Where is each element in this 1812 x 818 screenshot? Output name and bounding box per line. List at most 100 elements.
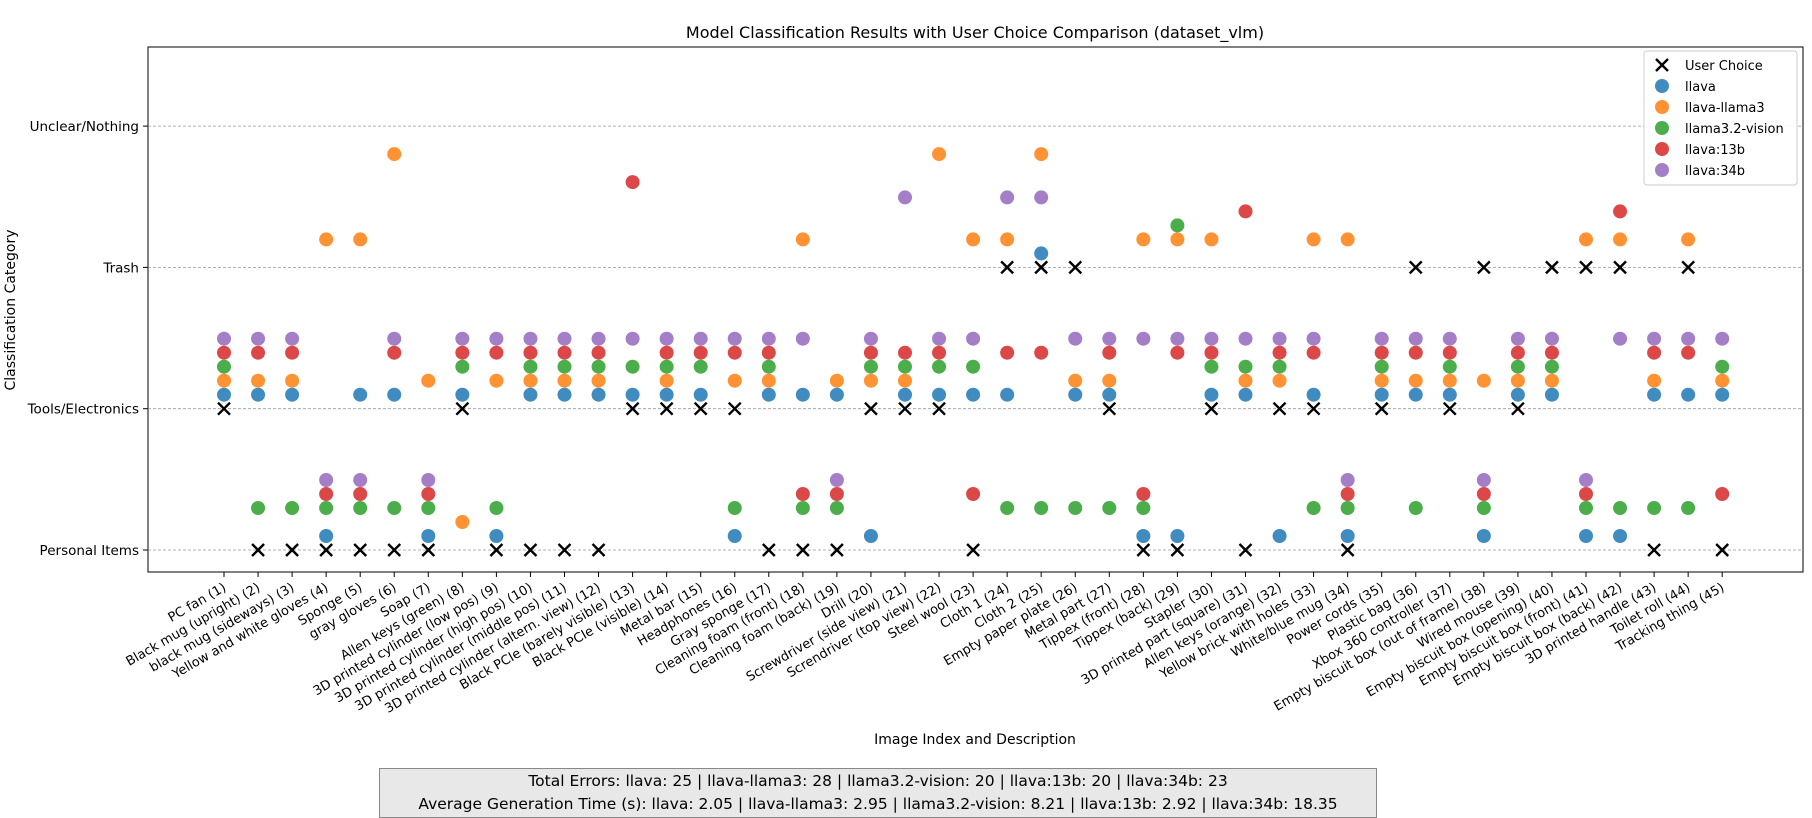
marker-llama3-2-vision: [1476, 501, 1491, 515]
marker-llava-13b: [1340, 487, 1355, 501]
marker-llava-llama3: [932, 147, 947, 162]
marker-llava-34b: [421, 473, 436, 487]
marker-llama3-2-vision: [1408, 501, 1423, 515]
marker-llava-llama3: [1340, 232, 1355, 247]
marker-user-choice: [1238, 543, 1253, 557]
marker-llava: [693, 387, 708, 402]
marker-user-choice: [727, 401, 742, 416]
legend-label-llava-llama3: llava-llama3: [1685, 101, 1765, 116]
marker-llava-llama3: [727, 373, 742, 388]
marker-llava-13b: [761, 345, 776, 360]
marker-llava-llama3: [966, 232, 981, 247]
marker-llava: [1613, 529, 1628, 543]
marker-llava-34b: [863, 331, 878, 346]
marker-llava: [1204, 387, 1219, 402]
legend: User Choice llava llava-llama3 llama3.2-vis…: [1643, 50, 1798, 186]
marker-llava-llama3: [421, 373, 436, 388]
marker-llama3-2-vision: [1068, 501, 1083, 515]
marker-llava-13b: [693, 345, 708, 360]
marker-llava-13b: [1476, 487, 1491, 501]
marker-llava-34b: [591, 331, 606, 346]
data-markers: [217, 147, 1730, 557]
marker-llama3-2-vision: [1034, 501, 1049, 515]
marker-user-choice: [864, 401, 878, 416]
marker-llava: [1715, 387, 1730, 402]
marker-llava: [659, 387, 674, 402]
marker-user-choice: [796, 543, 810, 557]
marker-llava: [421, 529, 436, 543]
marker-user-choice: [1068, 260, 1083, 275]
marker-llava-13b: [421, 487, 436, 501]
marker-llava-34b: [1068, 331, 1083, 346]
marker-llava-34b: [1613, 331, 1628, 346]
marker-llama3-2-vision: [285, 501, 300, 515]
marker-llava-34b: [1136, 331, 1151, 346]
marker-llava: [1647, 387, 1662, 402]
legend-label-llava: llava: [1685, 80, 1716, 95]
legend-marker-llava-34b: [1655, 163, 1669, 177]
marker-llava-llama3: [659, 373, 674, 388]
marker-llava-llama3: [1681, 232, 1696, 247]
marker-llava-34b: [1715, 331, 1730, 346]
marker-user-choice: [625, 401, 640, 416]
marker-llava: [625, 387, 640, 402]
marker-llava-34b: [1647, 331, 1662, 346]
marker-llava-llama3: [1510, 373, 1525, 388]
marker-llava-13b: [1442, 345, 1457, 360]
marker-llava-34b: [1306, 331, 1321, 346]
marker-llava: [1102, 387, 1117, 402]
marker-llava: [217, 387, 231, 402]
marker-llama3-2-vision: [863, 359, 878, 374]
marker-llava-34b: [489, 331, 504, 346]
marker-llava: [319, 529, 334, 543]
marker-llava-34b: [251, 331, 266, 346]
marker-llava-34b: [557, 331, 572, 346]
marker-llava: [1034, 246, 1049, 261]
marker-user-choice: [1681, 260, 1695, 275]
marker-llava-13b: [932, 345, 947, 360]
marker-llava-34b: [455, 331, 470, 346]
marker-llava-13b: [727, 345, 742, 360]
marker-user-choice: [1170, 543, 1185, 557]
marker-llava-34b: [217, 331, 231, 346]
marker-llava-34b: [1579, 473, 1593, 487]
marker-llava-llama3: [1408, 373, 1423, 388]
marker-user-choice: [217, 401, 231, 416]
marker-llava: [795, 387, 810, 402]
y-tick-label: Trash: [102, 260, 139, 276]
marker-llama3-2-vision: [898, 359, 912, 374]
marker-user-choice: [1647, 543, 1661, 557]
marker-llama3-2-vision: [1374, 359, 1389, 374]
marker-llama3-2-vision: [591, 359, 606, 374]
marker-llama3-2-vision: [353, 501, 368, 515]
marker-llama3-2-vision: [1613, 501, 1628, 515]
y-tick-label: Unclear/Nothing: [30, 119, 139, 135]
marker-llava-13b: [1681, 345, 1696, 360]
marker-llava: [829, 387, 844, 402]
marker-llava: [1306, 387, 1321, 402]
marker-user-choice: [353, 543, 368, 557]
y-tick-labels: Personal Items Tools/Electronics Trash Uncl…: [27, 119, 148, 559]
marker-user-choice: [693, 401, 708, 416]
marker-llava: [285, 387, 300, 402]
marker-llava: [1408, 387, 1423, 402]
marker-llama3-2-vision: [421, 501, 436, 515]
stats-box: Total Errors: llava: 25 | llava-llama3: …: [379, 768, 1377, 818]
marker-llava-llama3: [455, 515, 470, 529]
marker-llava-34b: [898, 190, 912, 205]
marker-llava-13b: [1544, 345, 1559, 360]
marker-llava-llama3: [1238, 373, 1253, 388]
marker-user-choice: [1511, 401, 1525, 416]
marker-llama3-2-vision: [1102, 501, 1117, 515]
marker-llava-34b: [1272, 331, 1287, 346]
marker-llama3-2-vision: [251, 501, 266, 515]
marker-user-choice: [1545, 260, 1559, 275]
marker-llama3-2-vision: [1340, 501, 1355, 515]
marker-llama3-2-vision: [1272, 359, 1287, 374]
marker-llava-13b: [319, 487, 334, 501]
marker-llava: [455, 387, 470, 402]
legend-label-user-choice: User Choice: [1685, 59, 1763, 74]
marker-llava-34b: [1408, 331, 1423, 346]
marker-llava-llama3: [761, 373, 776, 388]
marker-llava-34b: [693, 331, 708, 346]
